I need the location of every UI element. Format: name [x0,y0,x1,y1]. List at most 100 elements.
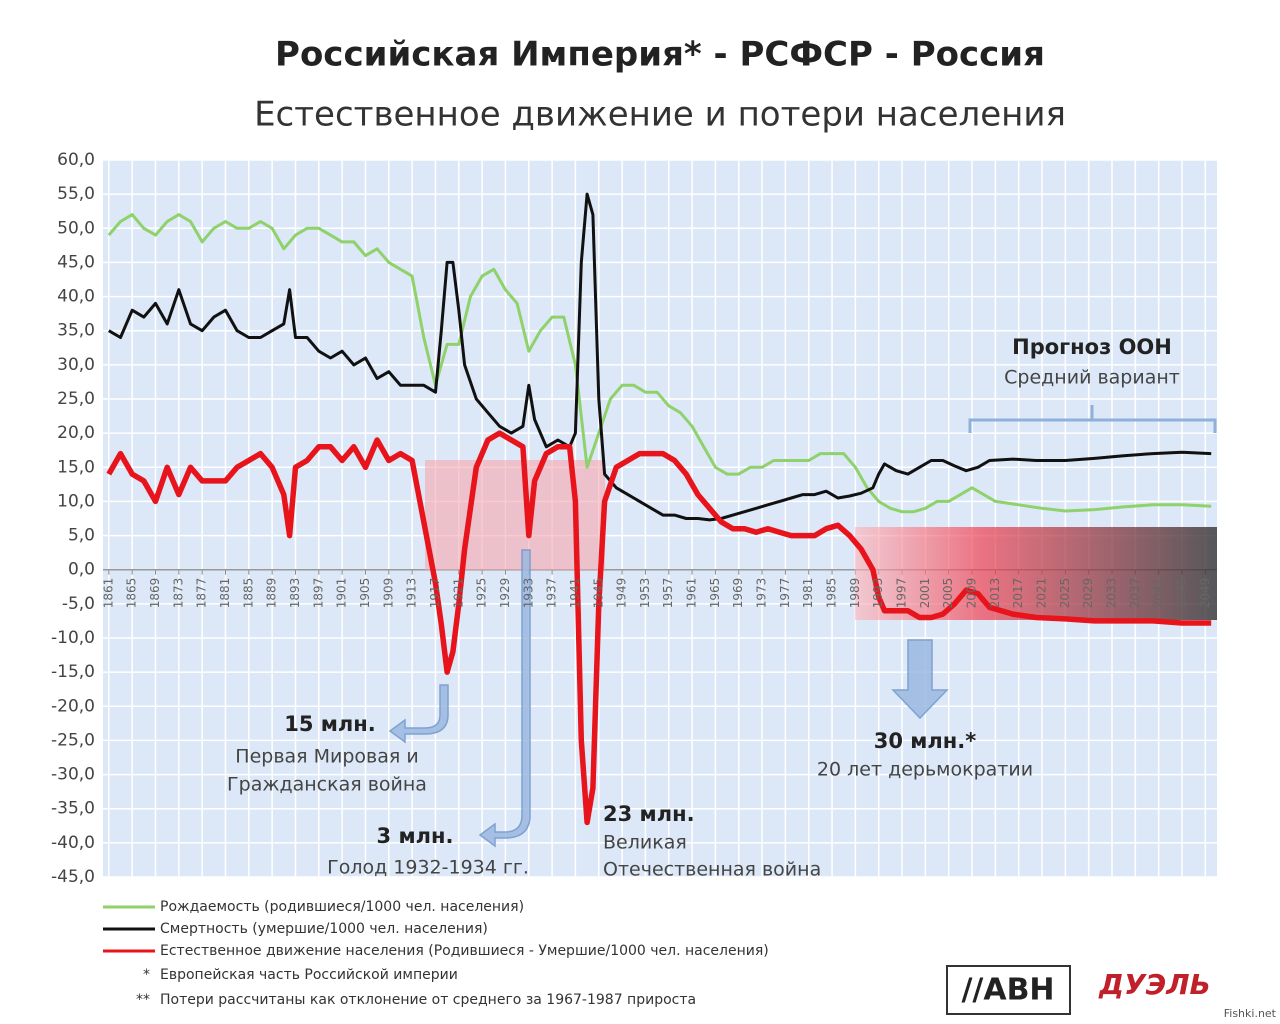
annotation: 15 млн. [284,712,376,736]
x-tick-label: 1873 [171,578,185,609]
footnote: Европейская часть Российской империи [160,967,458,983]
x-tick-label: 1889 [265,578,279,609]
annotation: Голод 1932-1934 гг. [327,857,529,879]
x-tick-label: 2033 [1105,578,1119,609]
logo: //АВН [961,973,1054,1008]
y-tick-label: -40,0 [51,833,95,853]
x-tick-label: 1913 [405,578,419,609]
annotation: Отечественная война [603,859,821,881]
watermark: Fishki.net [1224,1007,1277,1020]
x-tick-label: 1949 [615,578,629,609]
x-tick-label: 2041 [1151,578,1165,609]
arrow [891,639,949,720]
y-tick-label: 20,0 [57,423,95,443]
annotation: 23 млн. [603,802,695,826]
y-tick-label: 15,0 [57,457,95,477]
annotation: 3 млн. [377,824,454,848]
x-tick-label: 1937 [545,578,559,609]
x-tick-label: 1909 [381,578,395,609]
forecast-bracket [968,405,1217,433]
x-tick-label: 2009 [965,578,979,609]
x-tick-label: 1861 [101,578,115,609]
annotation: Прогноз ООН [1012,335,1172,359]
legend-label: Рождаемость (родившиеся/1000 чел. населе… [160,899,524,915]
y-tick-label: -10,0 [51,628,95,648]
legend-label: Естественное движение населения (Родивши… [160,943,769,959]
x-tick-label: 1901 [335,578,349,609]
x-tick-label: 1985 [825,578,839,609]
series-line [107,213,1212,514]
y-tick-label: 40,0 [57,287,95,307]
x-tick-label: 1961 [685,578,699,609]
x-tick-label: 1865 [125,578,139,609]
x-tick-label: 1929 [498,578,512,609]
y-tick-label: 30,0 [57,355,95,375]
x-tick-label: 1905 [358,578,372,609]
y-tick-label: 10,0 [57,491,95,511]
x-tick-label: 1897 [311,578,325,609]
x-tick-label: 2049 [1198,578,1212,609]
y-tick-label: 35,0 [57,321,95,341]
x-tick-label: 1893 [288,578,302,609]
y-tick-label: 55,0 [57,184,95,204]
x-tick-label: 1921 [451,578,465,609]
x-tick-label: 2045 [1175,578,1189,609]
x-tick-label: 1945 [591,578,605,609]
y-tick-label: 0,0 [68,560,95,580]
x-tick-label: 1881 [218,578,232,609]
x-tick-label: 1925 [475,578,489,609]
chart-subtitle: Естественное движение и потери населения [254,95,1066,135]
annotation: Великая [603,832,687,854]
x-tick-label: 2037 [1128,578,1142,609]
x-tick-label: 2021 [1035,578,1049,609]
x-tick-label: 1941 [568,578,582,609]
y-tick-label: 45,0 [57,252,95,272]
y-tick-label: -25,0 [51,730,95,750]
annotation: 30 млн.* [874,729,977,753]
series-line [106,430,1212,826]
x-tick-label: 2005 [941,578,955,609]
x-tick-label: 2013 [988,578,1002,609]
logo-box [946,965,1071,1015]
x-tick-label: 1869 [148,578,162,609]
x-tick-label: 2029 [1081,578,1095,609]
annotation: 20 лет дерьмократии [817,759,1033,781]
x-tick-label: 1917 [428,578,442,609]
x-tick-label: 1977 [778,578,792,609]
arrows [388,549,949,848]
x-tick-label: 2001 [918,578,932,609]
x-tick-label: 1973 [755,578,769,609]
y-tick-label: -30,0 [51,765,95,785]
x-tick-label: 1981 [801,578,815,609]
series-line [108,192,1212,522]
annotation: Первая Мировая и [235,746,418,768]
loss-shade [855,527,1217,620]
x-tick-label: 1997 [895,578,909,609]
y-tick-label: 5,0 [68,526,95,546]
y-tick-label: -35,0 [51,799,95,819]
footnote: Потери рассчитаны как отклонение от сред… [160,992,696,1008]
x-tick-label: 1993 [871,578,885,609]
y-tick-label: -15,0 [51,662,95,682]
logo: ДУЭЛЬ [1098,968,1211,1001]
annotation: Средний вариант [1004,367,1180,389]
footnote-mark: * [143,967,150,983]
x-tick-label: 1969 [731,578,745,609]
arrow [478,549,531,848]
x-tick-label: 1989 [848,578,862,609]
x-tick-label: 1933 [521,578,535,609]
y-tick-label: -5,0 [62,594,95,614]
y-tick-label: -45,0 [51,867,95,887]
footnote-mark: ** [136,992,150,1008]
legend [103,905,155,953]
x-tick-label: 1953 [638,578,652,609]
chart-title: Российская Империя* - РСФСР - Россия [275,35,1045,75]
annotation: Гражданская война [227,774,427,796]
arrow [388,684,449,744]
x-tick-label: 1877 [195,578,209,609]
plot-area [103,160,1217,877]
y-tick-label: 50,0 [57,218,95,238]
legend-label: Смертность (умершие/1000 чел. населения) [160,921,488,937]
y-tick-label: 60,0 [57,150,95,170]
